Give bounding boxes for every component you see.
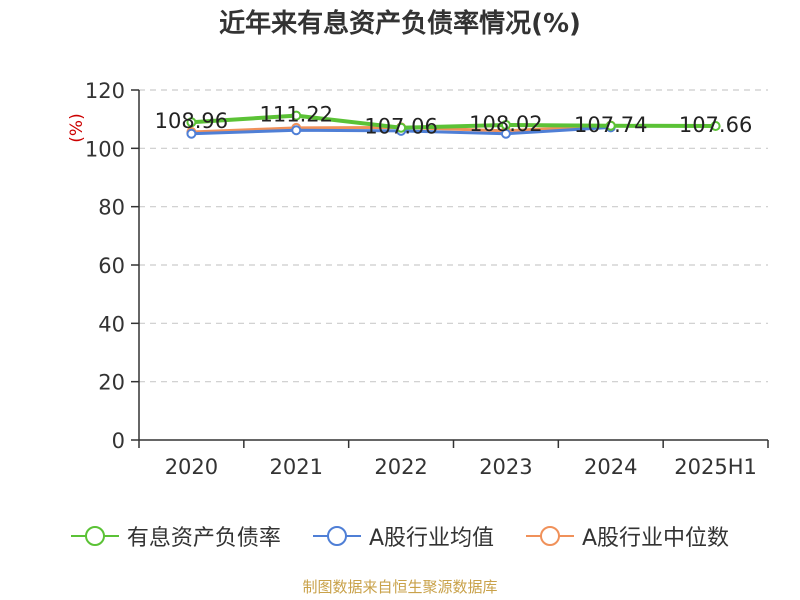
y-tick-label: 40 [98,312,125,336]
legend-circle [540,526,560,546]
legend-item[interactable]: A股行业均值 [312,520,494,552]
legend-item[interactable]: 有息资产负债率 [70,520,281,552]
data-label: 107.06 [364,115,437,139]
legend-marker-icon [70,526,119,546]
x-tick-label: 2022 [374,455,427,479]
legend-label: 有息资产负债率 [126,526,281,551]
series-layer [186,110,721,139]
y-tick-label: 0 [112,429,125,453]
series-point [710,120,721,131]
y-tick-label: 100 [85,137,125,161]
y-tick-label: 80 [98,196,125,220]
legend-circle [326,526,347,546]
x-tick-label: 2025H1 [674,455,757,479]
y-tick-label: 120 [85,79,125,103]
series-point [500,119,511,130]
grid-layer [139,89,768,383]
x-tick-label: 2021 [270,455,323,479]
source-note: 制图数据来自恒生聚源数据库 [302,578,498,596]
axis-layer: 0 20 40 60 80 100 120 2020 2021 2022 2023 2024 2025H… [67,79,769,479]
y-tick-label: 60 [98,254,125,278]
series-point [291,110,302,121]
series-point [186,117,197,128]
data-label-layer: 108.96 111.22 107.06 108.02 107.74 107.66 [155,103,753,139]
data-label: 111.22 [260,103,333,127]
series-point [605,120,616,131]
series-point [396,122,407,133]
legend-label: A股行业中位数 [582,526,730,551]
x-tick-label: 2023 [479,455,532,479]
chart-title: 近年来有息资产负债率情况(%) [219,9,581,39]
x-tick-label: 2020 [165,455,218,479]
y-axis-label: (%) [67,113,87,142]
data-label: 108.02 [469,112,542,136]
legend-circle [84,526,105,546]
legend-item[interactable]: A股行业中位数 [526,520,729,552]
x-tick-label: 2024 [584,455,637,479]
data-label: 107.74 [574,113,647,137]
y-tick-label: 20 [98,371,125,395]
legend: 有息资产负债率 A股行业均值 A股行业中位数 [0,520,800,552]
series-point [186,128,197,139]
legend-marker-icon [526,526,574,546]
series-line [191,113,716,130]
data-label: 107.66 [679,113,752,137]
series-point [291,125,302,136]
legend-marker-icon [312,526,361,546]
data-label: 108.96 [155,109,228,133]
legend-label: A股行业均值 [368,526,494,551]
